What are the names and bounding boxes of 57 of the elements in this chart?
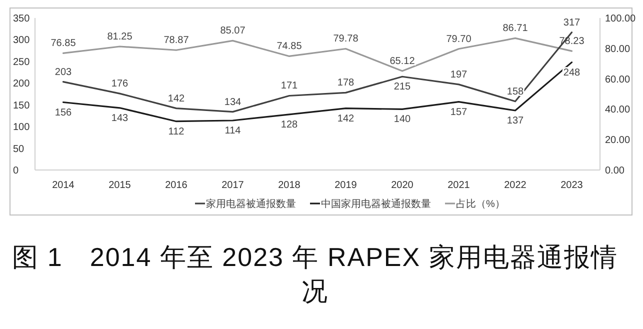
xtick: 2020 xyxy=(391,180,414,191)
data-label: 86.71 xyxy=(502,23,528,34)
data-label: 171 xyxy=(280,80,298,92)
data-label: 157 xyxy=(450,106,468,118)
data-label: 114 xyxy=(224,126,241,136)
data-label: 74.85 xyxy=(276,41,302,52)
data-label: 176 xyxy=(111,78,128,90)
data-label: 85.07 xyxy=(220,26,246,37)
data-label: 203 xyxy=(54,66,72,78)
xtick: 2021 xyxy=(448,180,470,191)
ytick: 300 xyxy=(13,35,30,46)
text: 图 1 2014 年至 2023 年 RAPEX 家用电器通报情况 xyxy=(11,241,619,308)
data-label: 78.87 xyxy=(164,35,189,46)
ytick: 100 xyxy=(13,122,30,134)
data-label: 112 xyxy=(168,126,184,138)
ytick: 200 xyxy=(13,78,30,90)
data-label: 137 xyxy=(506,116,524,126)
xtick: 2017 xyxy=(222,180,244,191)
data-label: 79.78 xyxy=(333,34,358,45)
ytick: 350 xyxy=(13,14,30,24)
legend-label: 占比（%） xyxy=(456,198,505,210)
data-label: 76.85 xyxy=(50,38,76,50)
data-label: 142 xyxy=(168,93,185,104)
ytick: 150 xyxy=(13,100,30,112)
legend-label: 中国家用电器被通报数量 xyxy=(321,198,431,210)
y2tick: 80.00 xyxy=(605,44,630,55)
y2tick: 60.00 xyxy=(605,74,630,86)
xtick: 2023 xyxy=(560,180,583,191)
data-label: 158 xyxy=(506,86,524,98)
y2tick: 40.00 xyxy=(605,104,630,116)
y2tick: 0.00 xyxy=(605,166,624,176)
data-label: 215 xyxy=(394,82,411,93)
xtick: 2015 xyxy=(108,180,131,191)
xtick: 2022 xyxy=(504,180,526,191)
data-label: 317 xyxy=(563,17,580,28)
data-label: 65.12 xyxy=(390,56,415,68)
legend-label: 家用电器被通报数量 xyxy=(206,198,296,210)
data-label: 178 xyxy=(337,78,354,89)
data-label: 142 xyxy=(337,113,354,124)
data-label: 79.70 xyxy=(446,34,472,45)
data-label: 143 xyxy=(111,112,128,124)
data-label: 197 xyxy=(450,69,468,80)
data-label: 128 xyxy=(280,119,298,130)
xtick: 2019 xyxy=(334,180,357,191)
data-label: 140 xyxy=(394,114,411,126)
data-label: 134 xyxy=(224,96,242,108)
y2tick: 100.00 xyxy=(605,14,636,24)
data-label: 248 xyxy=(563,67,580,78)
ytick: 50 xyxy=(13,144,24,155)
xtick: 2014 xyxy=(52,180,74,191)
xtick: 2016 xyxy=(165,180,188,191)
data-label: 156 xyxy=(54,107,72,118)
ytick: 250 xyxy=(13,56,30,68)
ytick: 0 xyxy=(13,166,19,176)
data-label: 81.25 xyxy=(107,32,132,42)
xtick: 2018 xyxy=(278,180,300,191)
y2tick: 20.00 xyxy=(605,135,630,146)
